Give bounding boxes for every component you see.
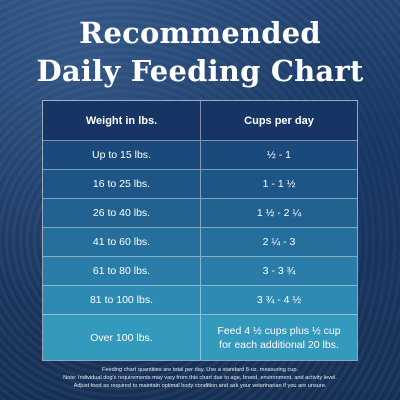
table-header-row: Weight in lbs. Cups per day <box>43 101 357 141</box>
cups-line-1: Feed 4 ½ cups plus ½ cup <box>217 324 341 337</box>
weight-cell: 81 to 100 lbs. <box>43 286 201 314</box>
table-row: Up to 15 lbs. ½ - 1 <box>43 141 357 170</box>
weight-cell: 41 to 60 lbs. <box>43 228 201 256</box>
page-title: Recommended Daily Feeding Chart <box>0 14 400 90</box>
footnote-line-1: Feeding chart quantities are total per d… <box>101 367 299 373</box>
cups-cell: 3 ¾ - 4 ½ <box>256 294 302 306</box>
cups-cell: 1 - 1 ½ <box>262 178 296 190</box>
table-row: 16 to 25 lbs. 1 - 1 ½ <box>43 170 357 199</box>
table-row: Over 100 lbs. Feed 4 ½ cups plus ½ cup f… <box>43 315 357 360</box>
cups-line-2: for each additional 20 lbs. <box>219 338 339 351</box>
cups-cell: 2 ¼ - 3 <box>262 236 296 248</box>
feeding-table: Weight in lbs. Cups per day Up to 15 lbs… <box>42 100 358 361</box>
table-row: 81 to 100 lbs. 3 ¾ - 4 ½ <box>43 286 357 315</box>
title-line-2: Daily Feeding Chart <box>36 54 364 88</box>
cups-cell: Feed 4 ½ cups plus ½ cup for each additi… <box>201 315 357 360</box>
footnote-line-2: Note: Individual dog's requirements may … <box>63 375 337 381</box>
weight-cell: Over 100 lbs. <box>43 315 201 360</box>
weight-cell: 16 to 25 lbs. <box>43 170 201 198</box>
cups-cell: ½ - 1 <box>267 149 291 161</box>
weight-cell: 26 to 40 lbs. <box>43 199 201 227</box>
table-row: 61 to 80 lbs. 3 - 3 ¾ <box>43 257 357 286</box>
cups-cell: 1 ½ - 2 ¼ <box>256 207 302 219</box>
title-line-1: Recommended <box>79 16 321 50</box>
header-cups: Cups per day <box>244 114 314 127</box>
table-row: 26 to 40 lbs. 1 ½ - 2 ¼ <box>43 199 357 228</box>
weight-cell: 61 to 80 lbs. <box>43 257 201 285</box>
footnote-line-3: Adjust food as required to maintain opti… <box>73 383 327 389</box>
cups-cell: 3 - 3 ¾ <box>262 265 296 277</box>
footnote: Feeding chart quantities are total per d… <box>0 366 400 390</box>
header-weight: Weight in lbs. <box>43 101 201 140</box>
weight-cell: Up to 15 lbs. <box>43 141 201 169</box>
table-row: 41 to 60 lbs. 2 ¼ - 3 <box>43 228 357 257</box>
